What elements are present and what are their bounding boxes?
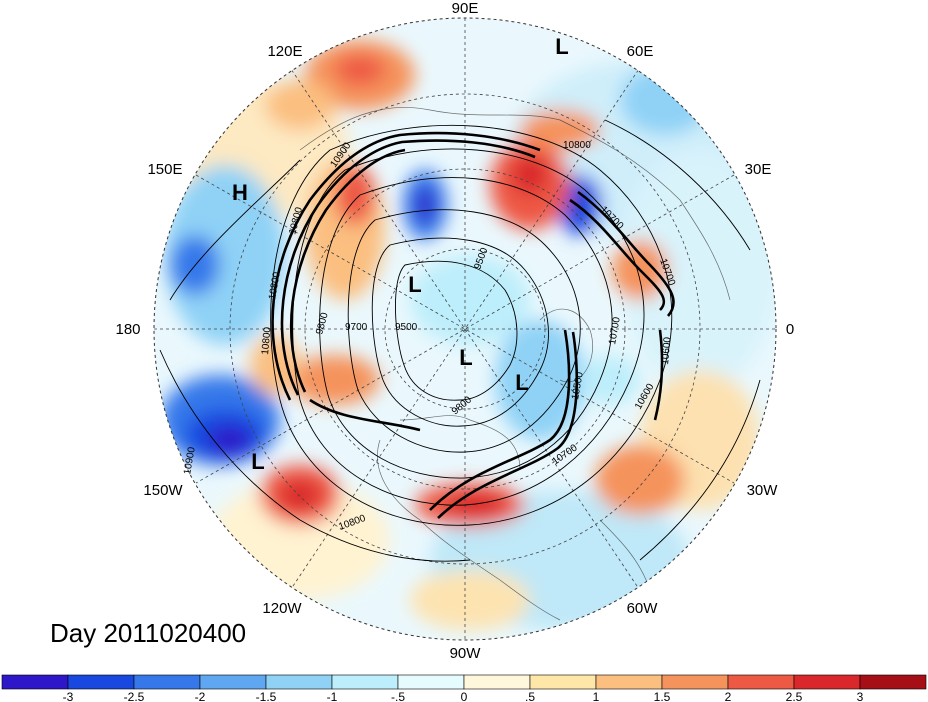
colorbar-swatch [265,674,333,690]
colorbar-tick-label: 3 [857,690,864,702]
colorbar-swatch [661,674,729,690]
colorbar-swatch [859,674,927,690]
colorbar-swatch [199,674,267,690]
anomaly-field [160,40,776,630]
colorbar-tick-label: -.5 [391,690,405,702]
colorbar-swatch [793,674,861,690]
pressure-centers: L H L L L L [232,34,569,474]
colorbar-tick-label: -1.5 [256,690,277,702]
pressure-center-high: H [232,180,248,205]
pressure-center-low: L [408,272,421,297]
day-title: Day 2011020400 [50,618,247,648]
contour-label: 10800 [563,140,591,151]
colorbar-swatch [1,674,69,690]
colorbar-swatch [397,674,465,690]
colorbar-swatch [595,674,663,690]
colorbar-tick-label: -3 [63,690,74,702]
lon-label-120w: 120W [262,600,302,617]
lon-label-90w: 90W [450,645,482,662]
longitude-labels: 90E 120E 60E 150E 30E 180 0 150W 30W 120… [115,0,794,662]
lon-label-150e: 150E [147,161,182,178]
lon-label-30e: 30E [745,161,772,178]
lon-label-30w: 30W [747,482,779,499]
contour-label: 10800 [267,271,283,301]
lon-label-180: 180 [115,321,140,338]
colorbar-tick-label: -2 [195,690,206,702]
pressure-center-low: L [555,34,568,59]
colorbar-tick-label: 1.5 [654,690,671,702]
jet-contours [271,131,675,519]
contour-label: 10700 [607,316,623,346]
pressure-center-low: L [459,345,472,370]
contour-label: 10900 [182,446,198,476]
pressure-center-low: L [515,370,528,395]
contour-label: 10800 [260,326,273,355]
contour-label: 9700 [345,322,368,333]
colorbar: -3 -2.5 -2 -1.5 -1 -.5 0 .5 1 1.5 2 2.5 3 [1,674,927,702]
colorbar-swatch [463,674,531,690]
colorbar-tick-label: 2.5 [786,690,803,702]
lon-label-0: 0 [786,321,794,338]
contour-label: 10500 [570,371,586,401]
colorbar-swatch [529,674,597,690]
lon-label-90e: 90E [452,0,479,17]
colorbar-swatch [133,674,201,690]
colorbar-tick-label: 2 [725,690,732,702]
colorbar-tick-label: -1 [327,690,338,702]
lon-label-60w: 60W [627,600,659,617]
contour-label: 10600 [660,336,673,365]
colorbar-tick-label: 0 [461,690,468,702]
pressure-center-low: L [251,449,264,474]
map-boundary [153,17,777,641]
colorbar-swatch [727,674,795,690]
colorbar-swatch [331,674,399,690]
lon-label-120e: 120E [267,43,302,60]
lon-label-150w: 150W [143,482,183,499]
lon-label-60e: 60E [627,43,654,60]
map-disc [154,18,776,640]
colorbar-tick-label: .5 [525,690,535,702]
colorbar-swatch [67,674,135,690]
colorbar-tick-label: -2.5 [124,690,145,702]
contour-label: 9500 [395,322,418,333]
graticule [154,18,776,640]
colorbar-tick-label: 1 [593,690,600,702]
